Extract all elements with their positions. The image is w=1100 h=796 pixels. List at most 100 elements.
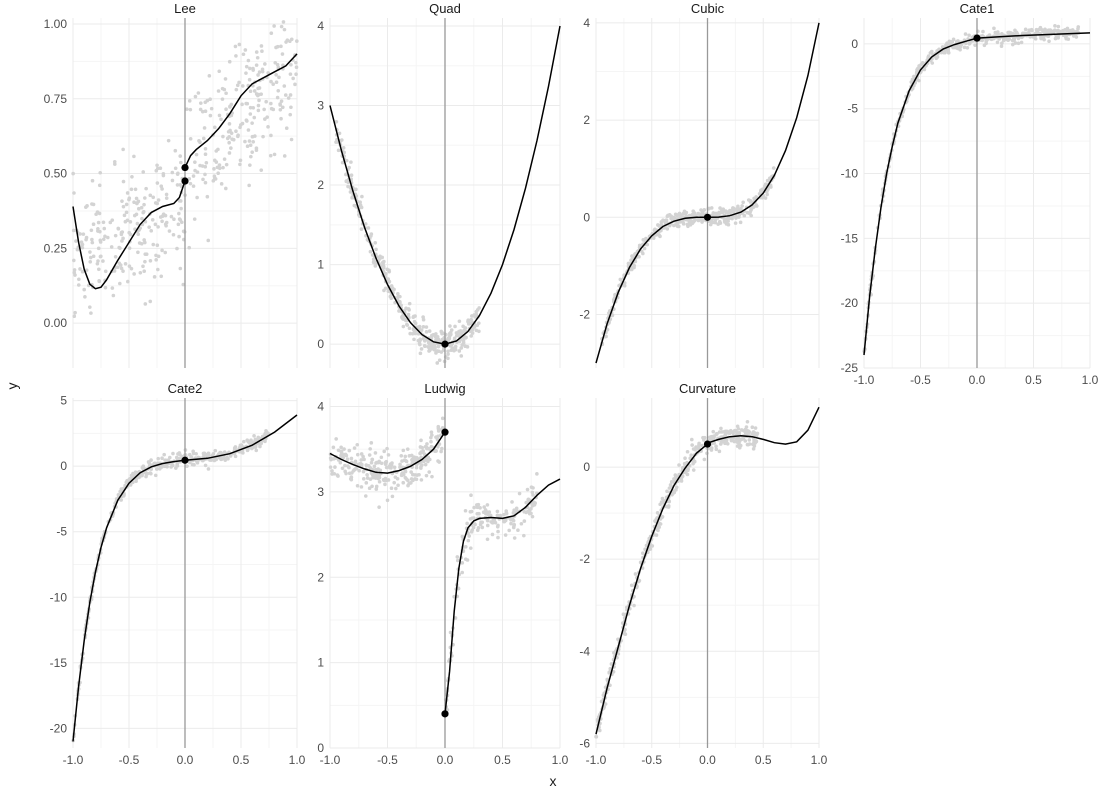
fit-curve-right [707, 406, 820, 445]
scatter-point [212, 176, 217, 181]
scatter-point [401, 324, 406, 329]
x-tick-label: -1.0 [63, 753, 84, 767]
scatter-point [368, 447, 372, 451]
scatter-point [179, 206, 183, 211]
scatter-point [256, 436, 261, 440]
scatter-point [156, 198, 161, 202]
scatter-point [665, 489, 669, 494]
scatter-point [434, 449, 438, 453]
scatter-point [171, 232, 176, 237]
scatter-point [930, 61, 935, 65]
scatter-point [279, 44, 283, 49]
scatter-point [294, 65, 299, 69]
scatter-point [123, 262, 128, 266]
scatter-point [288, 112, 293, 117]
scatter-point [132, 272, 136, 276]
scatter-point [740, 204, 744, 208]
scatter-point [347, 448, 352, 453]
scatter-point [365, 472, 369, 477]
scatter-point [364, 481, 369, 485]
scatter-point [193, 168, 197, 173]
scatter-point [90, 202, 94, 206]
scatter-point [670, 493, 674, 497]
scatter-point [636, 579, 641, 584]
scatter-point [633, 572, 638, 576]
scatter-point [98, 229, 102, 234]
scatter-point [337, 131, 342, 136]
scatter-point [238, 125, 242, 130]
scatter-point [380, 264, 385, 269]
cutoff-point [441, 340, 449, 348]
scatter-point [446, 352, 450, 356]
scatter-point [135, 201, 139, 206]
scatter-point [160, 248, 164, 253]
scatter-point [195, 461, 200, 465]
scatter-point [665, 227, 670, 231]
scatter-point [383, 482, 387, 487]
x-tick-label: -1.0 [320, 753, 341, 767]
scatter-point [733, 221, 738, 225]
scatter-point [644, 543, 649, 548]
scatter-point [136, 232, 141, 237]
scatter-point [741, 200, 745, 205]
scatter-point [269, 31, 274, 36]
scatter-point [269, 79, 273, 84]
scatter-point [461, 338, 466, 343]
scatter-point [743, 430, 748, 434]
scatter-point [420, 445, 424, 450]
scatter-point [495, 509, 500, 514]
scatter-point [638, 560, 643, 565]
scatter-point [963, 32, 968, 36]
scatter-point [149, 229, 154, 233]
scatter-point [1056, 24, 1061, 29]
scatter-point [97, 183, 102, 188]
scatter-point [672, 477, 676, 481]
scatter-point [448, 324, 452, 328]
scatter-point [203, 180, 208, 185]
scatter-point [152, 461, 156, 466]
scatter-point [469, 334, 474, 338]
scatter-point [377, 505, 381, 509]
scatter-point [403, 454, 408, 459]
scatter-point [468, 517, 473, 521]
scatter-point [295, 39, 299, 43]
scatter-point [191, 174, 196, 178]
scatter-point [1034, 27, 1039, 32]
scatter-point [91, 222, 96, 226]
y-tick-label: 1 [317, 258, 324, 272]
scatter-point [460, 343, 464, 347]
scatter-point [968, 41, 972, 45]
scatter-point [82, 287, 86, 292]
scatter-point [656, 223, 660, 227]
scatter-point [404, 477, 409, 481]
scatter-point [992, 26, 996, 31]
scatter-point [229, 131, 234, 135]
scatter-point [440, 446, 444, 451]
scatter-point [88, 260, 93, 264]
scatter-point [495, 525, 500, 529]
scatter-point [632, 603, 636, 608]
scatter-point [742, 213, 747, 218]
scatter-point [524, 510, 528, 515]
scatter-point [424, 473, 429, 478]
scatter-point [274, 72, 278, 77]
scatter-point [265, 115, 269, 119]
scatter-point [112, 269, 117, 273]
panel-lee: Lee 0.00 0.25 0.50 0.75 1.00 [44, 1, 299, 368]
scatter-point [468, 546, 473, 550]
scatter-point [248, 66, 252, 71]
scatter-point [119, 266, 124, 271]
scatter-point [366, 226, 371, 230]
scatter-point [349, 477, 354, 482]
scatter-point [686, 224, 690, 229]
scatter-point [388, 294, 393, 299]
scatter-point [683, 456, 687, 461]
scatter-point [1013, 28, 1017, 33]
scatter-point [261, 134, 265, 139]
scatter-point [103, 285, 108, 290]
scatter-point [212, 125, 217, 130]
scatter-point [155, 467, 159, 471]
x-tick-label: 0.5 [755, 753, 772, 767]
scatter-point [166, 138, 171, 143]
